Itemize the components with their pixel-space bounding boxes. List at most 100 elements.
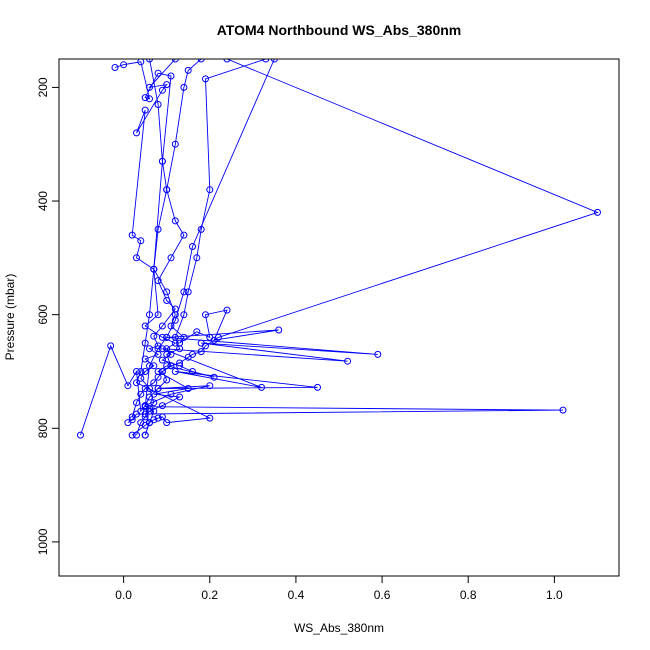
data-point xyxy=(167,72,175,80)
y-tick-label: 400 xyxy=(36,191,50,211)
data-point xyxy=(128,431,136,439)
data-point xyxy=(193,328,201,336)
y-axis-label: Pressure (mbar) xyxy=(3,274,17,361)
data-point xyxy=(133,129,140,137)
x-tick-label: 0.0 xyxy=(115,588,132,602)
data-point xyxy=(344,357,352,365)
data-point xyxy=(154,311,162,319)
data-point xyxy=(141,368,149,375)
data-point xyxy=(158,402,166,410)
data-point xyxy=(154,345,162,353)
data-point xyxy=(124,419,132,427)
data-point xyxy=(158,345,166,353)
data-point xyxy=(146,59,153,63)
data-point xyxy=(133,254,140,262)
data-point xyxy=(314,383,321,391)
data-point xyxy=(167,350,175,358)
data-point xyxy=(163,186,171,194)
data-point xyxy=(594,208,601,216)
data-point xyxy=(150,265,158,273)
data-point xyxy=(163,288,171,296)
data-point xyxy=(137,368,145,375)
data-point xyxy=(146,95,153,103)
series-line xyxy=(144,59,378,436)
data-point xyxy=(171,368,179,375)
data-point xyxy=(133,410,140,418)
data-point xyxy=(180,231,188,239)
data-point xyxy=(176,359,184,367)
data-point xyxy=(141,355,149,363)
data-point xyxy=(180,311,188,319)
data-point xyxy=(171,217,179,225)
data-point xyxy=(167,362,175,370)
data-point xyxy=(180,83,188,91)
data-point xyxy=(176,345,184,353)
data-point xyxy=(214,333,222,341)
data-point xyxy=(258,383,265,391)
data-point xyxy=(141,431,149,439)
series-line xyxy=(131,59,599,418)
data-point xyxy=(163,419,171,427)
data-point xyxy=(184,353,192,361)
data-point xyxy=(223,306,231,314)
data-point xyxy=(171,316,179,324)
data-point xyxy=(150,332,158,340)
data-point xyxy=(206,414,214,422)
data-point xyxy=(111,64,119,71)
data-point xyxy=(167,390,175,398)
data-point xyxy=(124,382,132,390)
data-point xyxy=(202,75,209,83)
data-point xyxy=(158,333,166,341)
data-point xyxy=(189,243,196,250)
data-point xyxy=(275,326,283,334)
data-point xyxy=(163,333,171,341)
data-point xyxy=(150,362,158,370)
data-point xyxy=(559,406,567,414)
data-point xyxy=(202,342,209,350)
y-tick-label: 800 xyxy=(36,418,50,438)
series-7 xyxy=(128,59,214,439)
data-point xyxy=(158,413,166,421)
data-point xyxy=(141,403,149,411)
x-tick-label: 0.4 xyxy=(288,588,305,602)
data-point xyxy=(154,69,162,77)
data-point xyxy=(120,61,128,69)
x-axis: 0.0 0.2 0.4 0.6 0.8 1.0 xyxy=(115,576,563,602)
data-point xyxy=(154,101,162,108)
series-line xyxy=(127,59,564,423)
data-point xyxy=(154,225,162,233)
y-tick-label: 1000 xyxy=(36,528,50,555)
series-6 xyxy=(124,59,567,427)
data-point xyxy=(184,288,192,296)
data-point xyxy=(197,348,205,356)
series-3 xyxy=(141,59,382,439)
data-point xyxy=(374,350,382,358)
data-point xyxy=(150,416,158,424)
x-tick-label: 0.8 xyxy=(460,588,477,602)
data-point xyxy=(150,379,158,387)
data-point xyxy=(141,94,149,102)
y-tick-label: 200 xyxy=(36,77,50,97)
data-point xyxy=(171,59,179,63)
data-point xyxy=(107,342,115,350)
data-point xyxy=(133,379,140,387)
data-point xyxy=(171,333,179,341)
data-point xyxy=(133,399,140,407)
plot-frame xyxy=(58,58,620,577)
data-point xyxy=(158,322,166,330)
data-point xyxy=(202,311,209,319)
x-tick-label: 0.2 xyxy=(201,588,218,602)
data-point xyxy=(154,414,162,422)
data-point xyxy=(197,59,205,63)
data-point xyxy=(137,237,145,245)
data-point xyxy=(146,83,153,91)
data-point xyxy=(171,140,179,148)
data-point xyxy=(206,186,214,194)
data-point xyxy=(270,59,278,63)
series-line xyxy=(131,59,212,436)
data-point xyxy=(77,431,84,439)
series-layer xyxy=(77,59,601,439)
data-point xyxy=(262,59,270,63)
data-point xyxy=(180,333,188,341)
